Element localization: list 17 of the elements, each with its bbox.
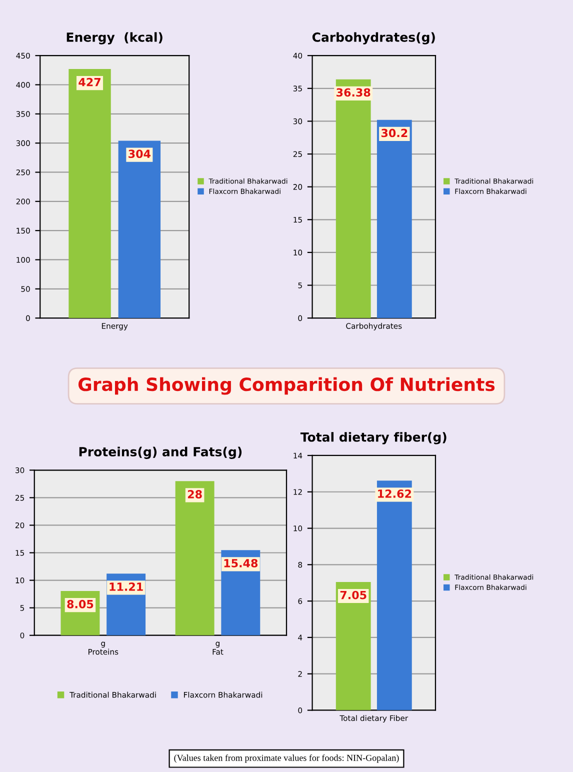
text: (Values taken from proximate values for foods: NIN-Gopalan) (174, 754, 399, 763)
data-label: 15.48 (224, 558, 258, 568)
bar (175, 481, 214, 636)
data-label: 12.62 (378, 489, 412, 498)
data-label: 28 (188, 490, 202, 498)
data-label: 7.05 (340, 590, 366, 600)
data-label: 427 (78, 78, 100, 86)
chart-title: Proteins(g) and Fats(g) (79, 446, 242, 459)
data-label: 304 (128, 150, 151, 158)
chart-title: Energy (kcal) (66, 32, 162, 44)
chart-title: Carbohydrates(g) (312, 32, 435, 44)
data-label: 11.21 (110, 582, 143, 591)
data-label: 8.05 (67, 600, 94, 608)
text: Graph Showing Comparition Of Nutrients (78, 377, 495, 395)
data-label: 36.38 (336, 88, 370, 97)
data-label: 30.2 (381, 128, 408, 138)
chart-title: Total dietary fiber(g) (300, 432, 446, 444)
